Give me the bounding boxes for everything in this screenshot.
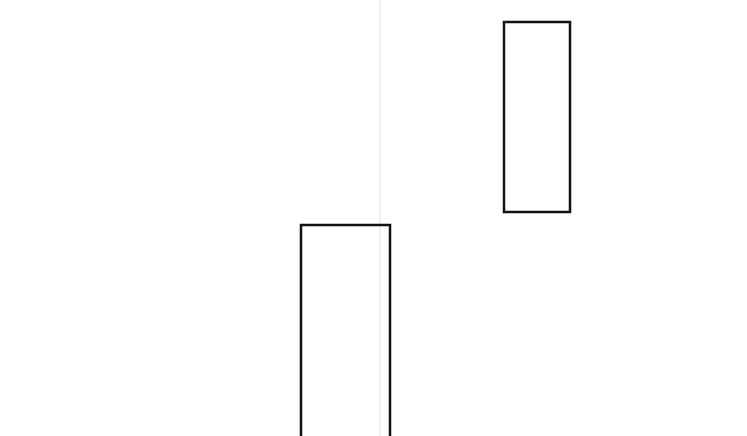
highlight-box [299, 223, 392, 436]
highlight-box [502, 20, 572, 214]
